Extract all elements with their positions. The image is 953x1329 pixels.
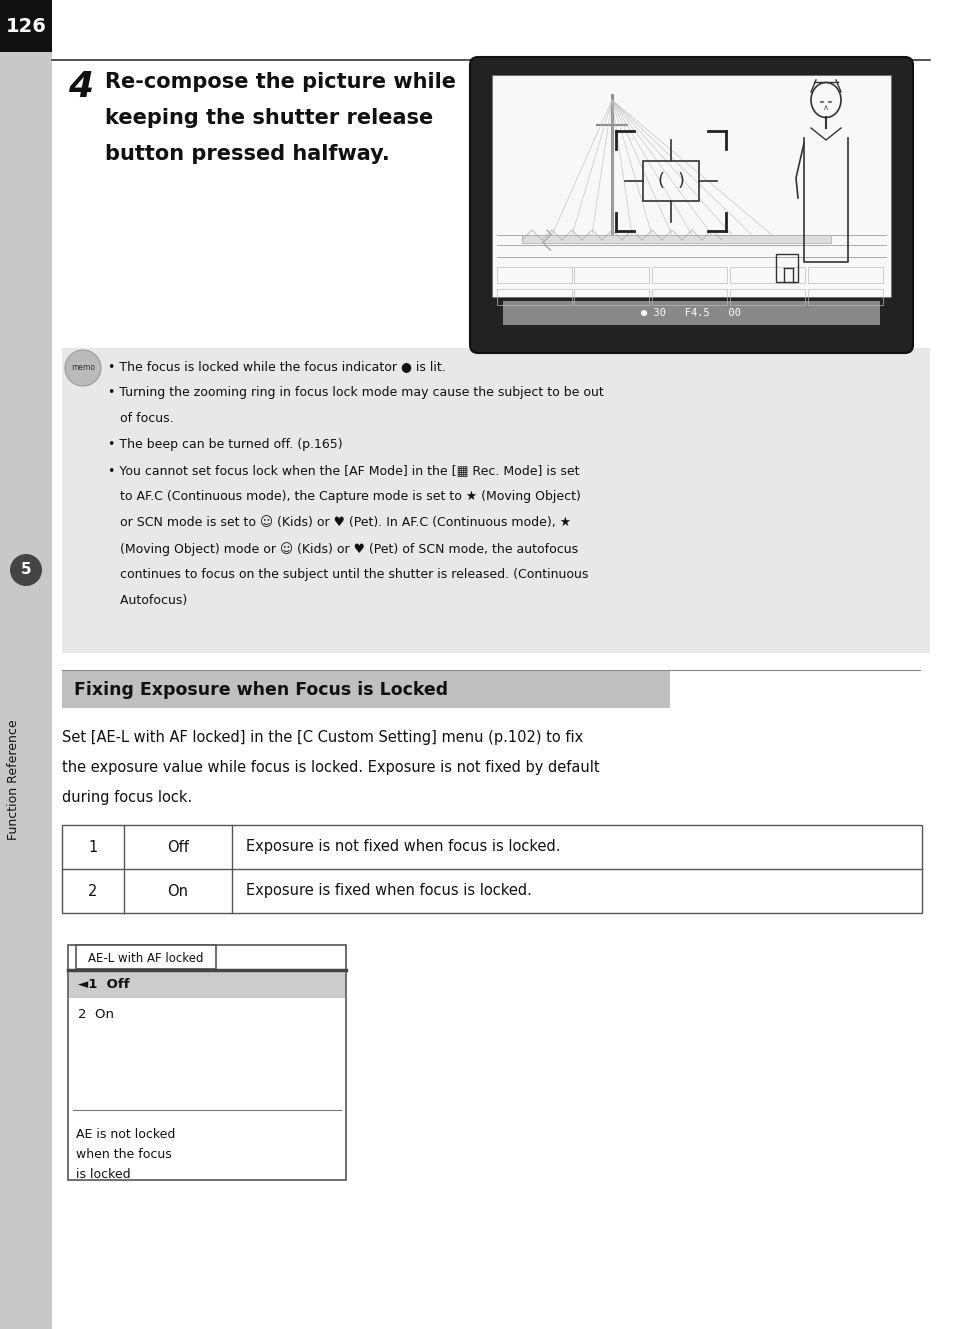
Text: AE-L with AF locked: AE-L with AF locked xyxy=(89,952,204,965)
Text: Re-compose the picture while: Re-compose the picture while xyxy=(105,72,456,92)
Text: ● 30   F4.5   00: ● 30 F4.5 00 xyxy=(640,308,740,318)
Text: 5: 5 xyxy=(21,562,31,578)
Bar xyxy=(574,267,648,283)
Bar xyxy=(651,267,726,283)
Bar xyxy=(62,825,921,913)
Text: • Turning the zooming ring in focus lock mode may cause the subject to be out: • Turning the zooming ring in focus lock… xyxy=(108,385,603,399)
Bar xyxy=(492,74,890,296)
Text: On: On xyxy=(168,884,189,898)
Text: • You cannot set focus lock when the [AF Mode] in the [▦ Rec. Mode] is set: • You cannot set focus lock when the [AF… xyxy=(108,464,578,477)
Text: to AF.C (Continuous mode), the Capture mode is set to ★ (Moving Object): to AF.C (Continuous mode), the Capture m… xyxy=(108,490,580,502)
Text: 2: 2 xyxy=(89,884,97,898)
Text: Exposure is not fixed when focus is locked.: Exposure is not fixed when focus is lock… xyxy=(246,840,560,855)
Text: keeping the shutter release: keeping the shutter release xyxy=(105,108,433,128)
Text: Function Reference: Function Reference xyxy=(8,720,20,840)
Text: memo: memo xyxy=(71,364,95,372)
Text: ∧: ∧ xyxy=(822,104,828,113)
Text: when the focus: when the focus xyxy=(76,1148,172,1162)
Text: (: ( xyxy=(657,171,664,190)
Bar xyxy=(62,670,669,708)
Bar xyxy=(642,161,699,201)
Text: the exposure value while focus is locked. Exposure is not fixed by default: the exposure value while focus is locked… xyxy=(62,760,599,775)
Text: ◄1  Off: ◄1 Off xyxy=(78,978,130,991)
Text: or SCN mode is set to ☺ (Kids) or ♥ (Pet). In AF.C (Continuous mode), ★: or SCN mode is set to ☺ (Kids) or ♥ (Pet… xyxy=(108,516,571,529)
Bar xyxy=(807,267,882,283)
Bar xyxy=(729,288,804,304)
Bar xyxy=(69,970,345,998)
Bar xyxy=(502,300,879,326)
Circle shape xyxy=(65,350,101,385)
Bar xyxy=(0,0,52,52)
Text: is locked: is locked xyxy=(76,1168,131,1181)
Text: during focus lock.: during focus lock. xyxy=(62,789,193,805)
Bar xyxy=(497,288,572,304)
Text: Exposure is fixed when focus is locked.: Exposure is fixed when focus is locked. xyxy=(246,884,532,898)
Text: Fixing Exposure when Focus is Locked: Fixing Exposure when Focus is Locked xyxy=(74,680,448,699)
Bar xyxy=(807,288,882,304)
Text: of focus.: of focus. xyxy=(108,412,173,425)
Text: 4: 4 xyxy=(68,70,93,104)
Text: AE is not locked: AE is not locked xyxy=(76,1128,175,1142)
Bar xyxy=(775,254,797,282)
Text: 1: 1 xyxy=(89,840,97,855)
Text: ): ) xyxy=(677,171,684,190)
Bar xyxy=(0,0,52,1329)
Bar xyxy=(651,288,726,304)
Bar xyxy=(574,288,648,304)
Text: button pressed halfway.: button pressed halfway. xyxy=(105,144,390,163)
Text: • The focus is locked while the focus indicator ● is lit.: • The focus is locked while the focus in… xyxy=(108,360,445,373)
Text: continues to focus on the subject until the shutter is released. (Continuous: continues to focus on the subject until … xyxy=(108,567,588,581)
Bar xyxy=(729,267,804,283)
Bar xyxy=(521,235,830,243)
Text: Off: Off xyxy=(167,840,189,855)
Bar xyxy=(68,945,346,1180)
Text: Set [AE-L with AF locked] in the [C Custom Setting] menu (p.102) to fix: Set [AE-L with AF locked] in the [C Cust… xyxy=(62,730,582,746)
Text: (Moving Object) mode or ☺ (Kids) or ♥ (Pet) of SCN mode, the autofocus: (Moving Object) mode or ☺ (Kids) or ♥ (P… xyxy=(108,542,578,556)
Bar xyxy=(62,348,929,653)
Text: Autofocus): Autofocus) xyxy=(108,594,187,607)
Text: 2  On: 2 On xyxy=(78,1007,113,1021)
Bar xyxy=(76,945,215,969)
Text: 126: 126 xyxy=(6,16,47,36)
Circle shape xyxy=(10,554,42,586)
Bar xyxy=(497,267,572,283)
Text: • The beep can be turned off. (p.165): • The beep can be turned off. (p.165) xyxy=(108,439,342,451)
FancyBboxPatch shape xyxy=(470,57,912,354)
